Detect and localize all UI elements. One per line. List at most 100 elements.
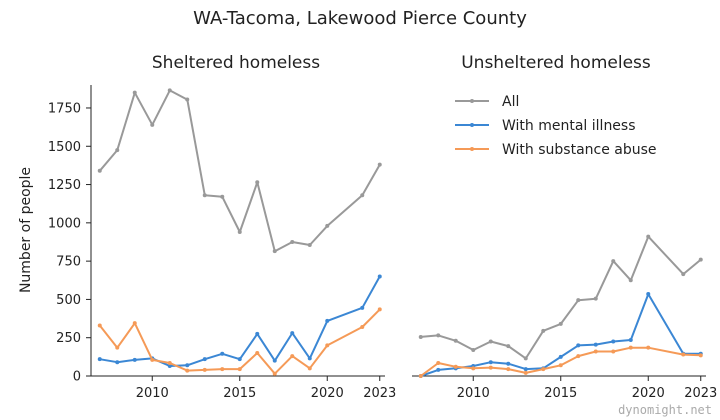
data-point-all-2015 [237, 230, 242, 235]
legend-label-with-mental-illness: With mental illness [502, 118, 636, 134]
x-tick-label-2015: 2015 [223, 386, 256, 401]
data-point-with-mental-illness-2013 [202, 357, 207, 362]
unsheltered-panel: 2010 2015 2020 2023 [412, 234, 717, 401]
data-point-all-2010 [150, 122, 155, 127]
legend-marker-all [470, 99, 474, 103]
data-point-with-substance-abuse-2020 [325, 343, 330, 348]
data-point-all-2014 [220, 194, 225, 199]
data-point-with-substance-abuse-2010 [471, 366, 476, 371]
data-point-all-2023 [698, 257, 703, 262]
data-point-with-mental-illness-2022 [360, 305, 365, 310]
sheltered-panel: 2010 2015 2020 2023 0 250 500 750 1000 1250 1500 17… [48, 85, 396, 401]
data-point-with-substance-abuse-2022 [681, 352, 686, 357]
panel-title-sheltered: Sheltered homeless [152, 53, 320, 73]
data-point-with-substance-abuse-2019 [628, 345, 633, 350]
panel-title-unsheltered: Unsheltered homeless [461, 53, 651, 73]
data-point-with-substance-abuse-2016 [576, 354, 581, 359]
data-point-with-substance-abuse-2018 [290, 354, 295, 359]
data-point-with-substance-abuse-2017 [272, 371, 277, 376]
data-point-with-substance-abuse-2014 [220, 367, 225, 372]
series-line-with-substance-abuse [420, 346, 701, 377]
series-line-with-substance-abuse [99, 308, 381, 375]
data-point-with-substance-abuse-2008 [115, 345, 120, 350]
data-point-with-mental-illness-2007 [97, 357, 102, 362]
data-point-all-2018 [290, 239, 295, 244]
data-point-with-mental-illness-2019 [628, 338, 633, 343]
data-point-with-mental-illness-2015 [558, 354, 563, 359]
data-point-with-substance-abuse-2010 [150, 357, 155, 362]
data-point-with-mental-illness-2023 [377, 274, 382, 279]
data-point-with-substance-abuse-2020 [646, 345, 651, 350]
data-point-with-mental-illness-2012 [506, 361, 511, 366]
data-point-with-mental-illness-2018 [290, 331, 295, 336]
data-point-with-mental-illness-2013 [523, 367, 528, 372]
data-point-all-2018 [611, 259, 616, 264]
data-point-with-substance-abuse-2016 [255, 351, 260, 356]
data-point-with-mental-illness-2019 [307, 356, 312, 361]
data-point-with-substance-abuse-2012 [185, 368, 190, 373]
legend: All With mental illness With substance abu… [455, 94, 657, 158]
y-tick-label-1500: 1500 [48, 140, 81, 155]
data-point-with-mental-illness-2009 [132, 357, 137, 362]
data-point-with-substance-abuse-2013 [202, 367, 207, 372]
data-point-with-mental-illness-2017 [593, 342, 598, 347]
data-point-with-mental-illness-2016 [255, 331, 260, 336]
data-point-all-2007 [418, 334, 423, 339]
y-tick-label-1250: 1250 [48, 178, 81, 193]
data-point-all-2022 [681, 272, 686, 277]
data-point-all-2009 [453, 338, 458, 343]
data-point-all-2014 [541, 328, 546, 333]
data-point-all-2012 [506, 344, 511, 349]
x-tick-label-2020: 2020 [311, 386, 344, 401]
watermark: dynomight.net [618, 403, 712, 417]
y-axis-label: Number of people [18, 167, 34, 293]
series-line-all [99, 89, 381, 253]
data-point-with-substance-abuse-2018 [611, 349, 616, 354]
data-point-with-substance-abuse-2007 [97, 323, 102, 328]
data-point-all-2015 [558, 321, 563, 326]
data-point-all-2020 [646, 234, 651, 239]
data-point-with-substance-abuse-2009 [453, 364, 458, 369]
x-tick-label-2020: 2020 [632, 386, 665, 401]
series-line-all [420, 235, 702, 360]
data-point-with-mental-illness-2016 [576, 343, 581, 348]
data-point-with-mental-illness-2020 [646, 292, 651, 297]
legend-label-all: All [502, 94, 519, 110]
legend-marker-with-substance-abuse [470, 147, 474, 151]
data-point-all-2009 [132, 90, 137, 95]
data-point-with-mental-illness-2008 [115, 360, 120, 365]
data-point-all-2023 [377, 162, 382, 167]
data-point-with-mental-illness-2018 [611, 339, 616, 344]
data-point-with-mental-illness-2015 [237, 357, 242, 362]
legend-marker-with-mental-illness [470, 123, 474, 127]
series-line-with-mental-illness [99, 275, 381, 367]
data-point-all-2019 [307, 243, 312, 248]
data-point-all-2016 [255, 180, 260, 185]
data-point-all-2007 [97, 168, 102, 173]
data-point-with-mental-illness-2008 [436, 367, 441, 372]
data-point-all-2020 [325, 223, 330, 228]
data-point-with-substance-abuse-2009 [132, 321, 137, 326]
data-point-with-substance-abuse-2017 [593, 349, 598, 354]
x-tick-label-2023: 2023 [684, 386, 717, 401]
data-point-with-substance-abuse-2011 [167, 360, 172, 365]
data-point-all-2011 [488, 339, 493, 344]
data-point-with-substance-abuse-2022 [360, 324, 365, 329]
data-point-with-substance-abuse-2023 [377, 307, 382, 312]
data-point-with-substance-abuse-2019 [307, 366, 312, 371]
data-point-with-substance-abuse-2015 [558, 363, 563, 368]
data-point-all-2013 [202, 193, 207, 198]
chart-title: WA-Tacoma, Lakewood Pierce County [193, 8, 527, 29]
data-point-with-substance-abuse-2015 [237, 367, 242, 372]
y-tick-label-0: 0 [73, 370, 81, 385]
data-point-all-2019 [628, 278, 633, 283]
x-tick-label-2023: 2023 [363, 386, 396, 401]
data-point-all-2017 [593, 296, 598, 301]
data-point-with-substance-abuse-2013 [523, 370, 528, 375]
data-point-with-mental-illness-2014 [220, 351, 225, 356]
y-tick-label-1000: 1000 [48, 216, 81, 231]
data-point-with-substance-abuse-2008 [436, 360, 441, 365]
data-point-all-2013 [523, 356, 528, 361]
x-tick-label-2015: 2015 [544, 386, 577, 401]
